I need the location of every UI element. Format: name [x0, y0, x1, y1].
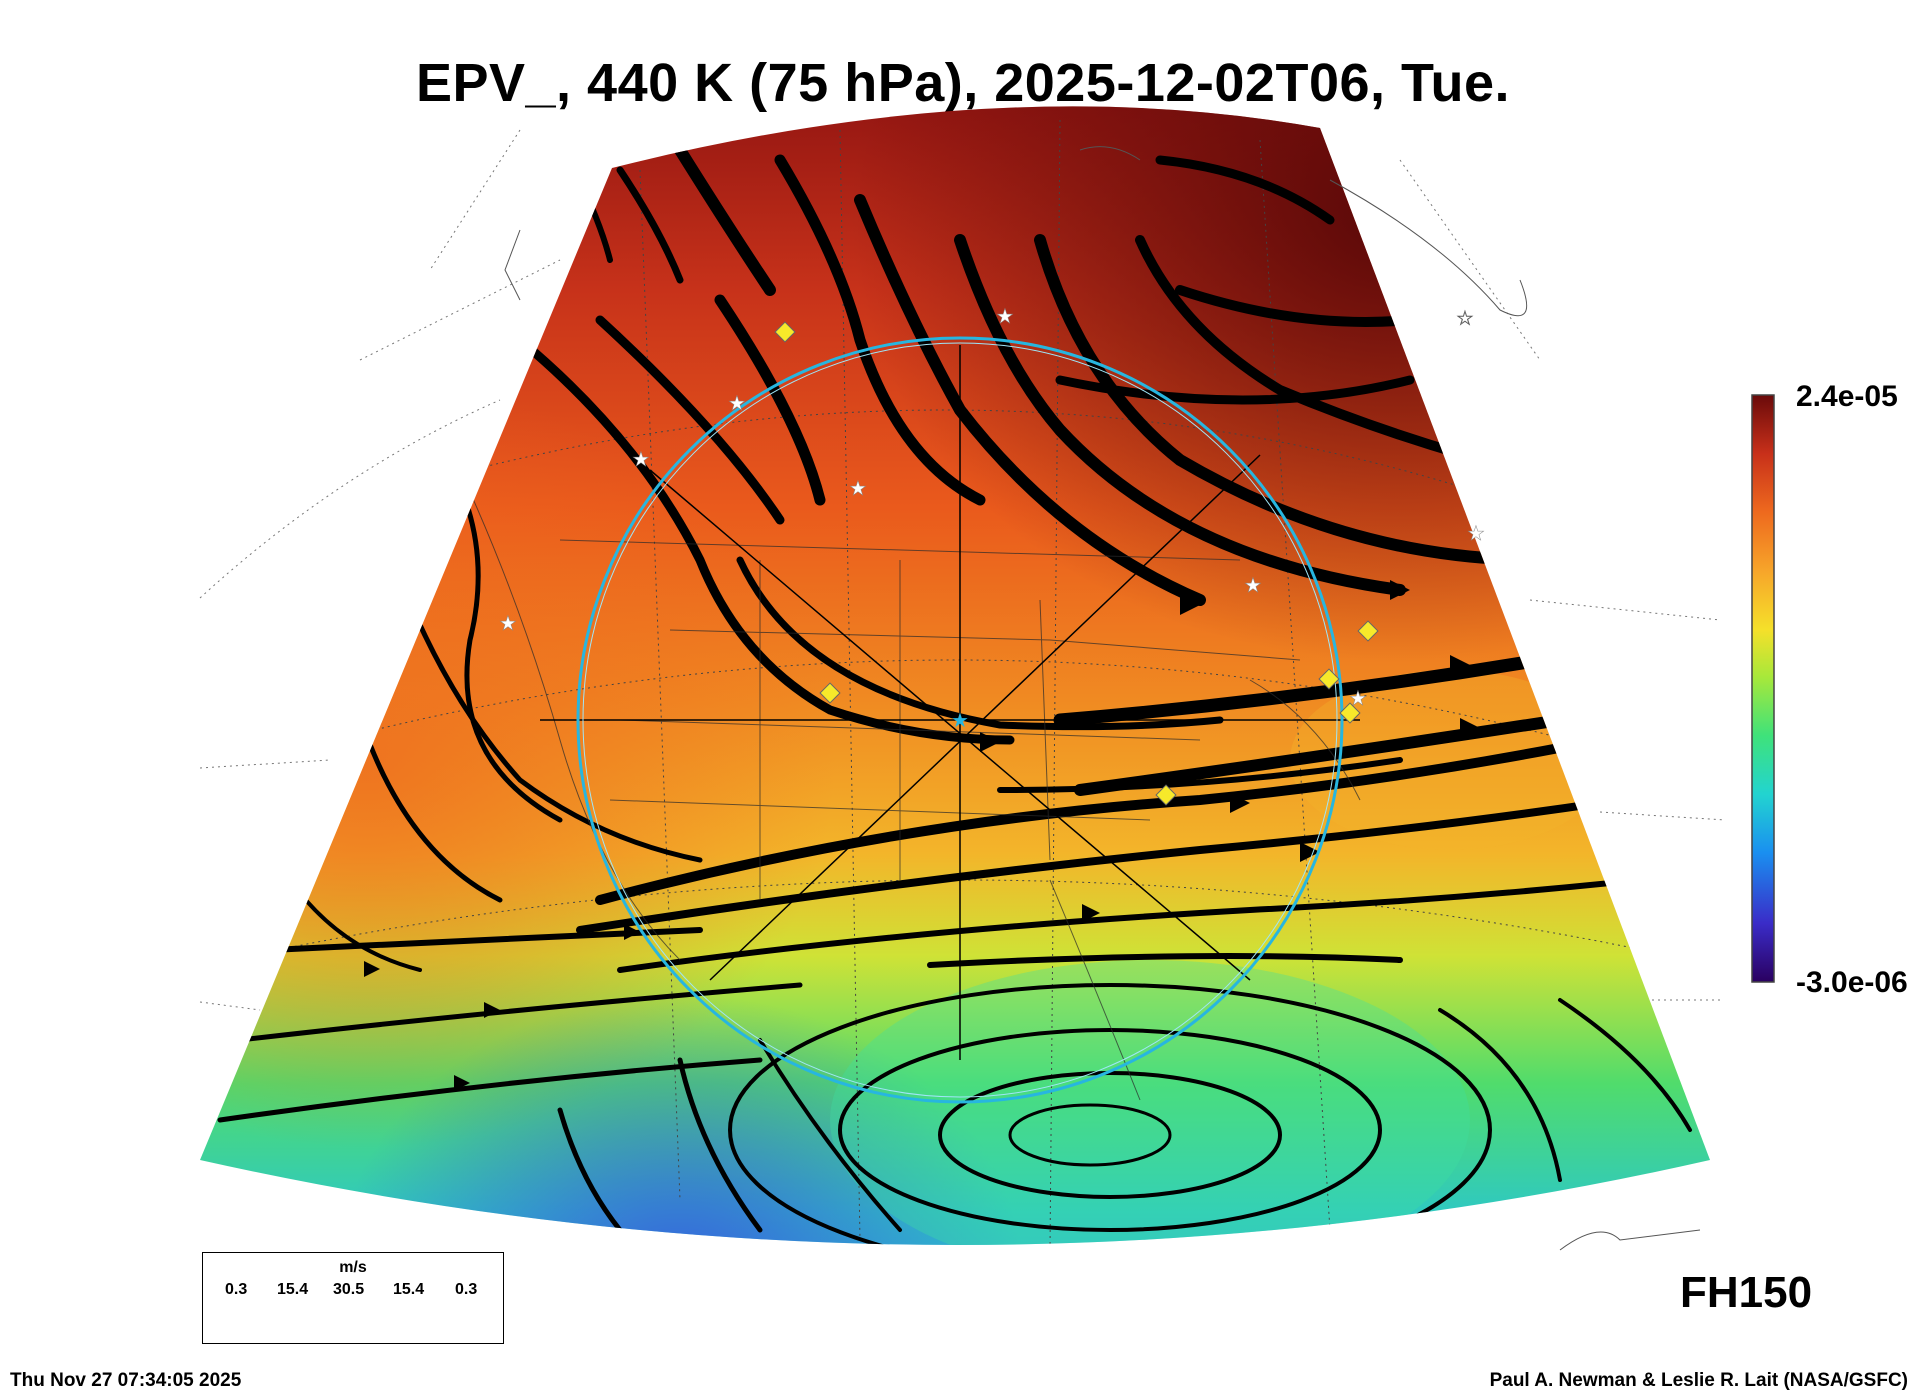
legend-tick: 15.4	[277, 1281, 309, 1298]
station-star-outline-icon: ☆	[1456, 306, 1474, 330]
wind-speed-legend: m/s 0.3 15.4 30.5 15.4 0.3	[202, 1252, 504, 1344]
station-star-icon: ★	[996, 304, 1014, 328]
station-star-icon: ★	[1467, 521, 1485, 545]
geographic-borders	[459, 299, 1501, 1101]
range-circle-inner	[582, 342, 1338, 1098]
center-star-icon: ★	[951, 708, 969, 732]
station-markers: ★ ★ ★ ★ ★ ★ ★ ★ ☆	[499, 304, 1485, 711]
range-circle	[576, 336, 1344, 1104]
diamond-icon	[819, 682, 841, 704]
diamond-icon	[1339, 702, 1361, 724]
map-title: EPV_, 440 K (75 hPa), 2025-12-02T06, Tue…	[415, 53, 1511, 113]
coastlines-outside	[504, 146, 1701, 1251]
diamond-icon	[1155, 784, 1177, 806]
wind-streamlines	[217, 144, 1692, 1245]
diamond-icon	[1318, 668, 1340, 690]
legend-tick: 0.3	[455, 1281, 478, 1298]
station-star-icon: ★	[728, 391, 746, 415]
colorbar-min-label: -3.0e-06	[1796, 966, 1908, 999]
station-star-icon: ★	[1349, 686, 1367, 710]
diamond-icon	[774, 321, 796, 343]
station-star-icon: ★	[499, 611, 517, 635]
credit-line: Paul A. Newman & Leslie R. Lait (NASA/GS…	[1489, 1370, 1908, 1391]
forecast-hour-label: FH150	[1680, 1268, 1813, 1317]
diamond-icon	[1357, 620, 1379, 642]
legend-tick: 0.3	[225, 1281, 248, 1298]
colorbar	[1751, 394, 1775, 983]
colorbar-max-label: 2.4e-05	[1796, 380, 1898, 413]
legend-tick: 15.4	[393, 1281, 425, 1298]
yellow-diamond-markers	[774, 321, 1379, 806]
graticule	[199, 129, 1726, 1011]
legend-tick: 30.5	[333, 1281, 365, 1298]
render-timestamp: Thu Nov 27 07:34:05 2025	[10, 1370, 242, 1391]
cross-section-lines	[540, 345, 1360, 1060]
station-star-icon: ★	[849, 476, 867, 500]
station-star-icon: ★	[632, 447, 650, 471]
legend-unit: m/s	[339, 1259, 367, 1276]
station-star-icon: ★	[1244, 573, 1262, 597]
